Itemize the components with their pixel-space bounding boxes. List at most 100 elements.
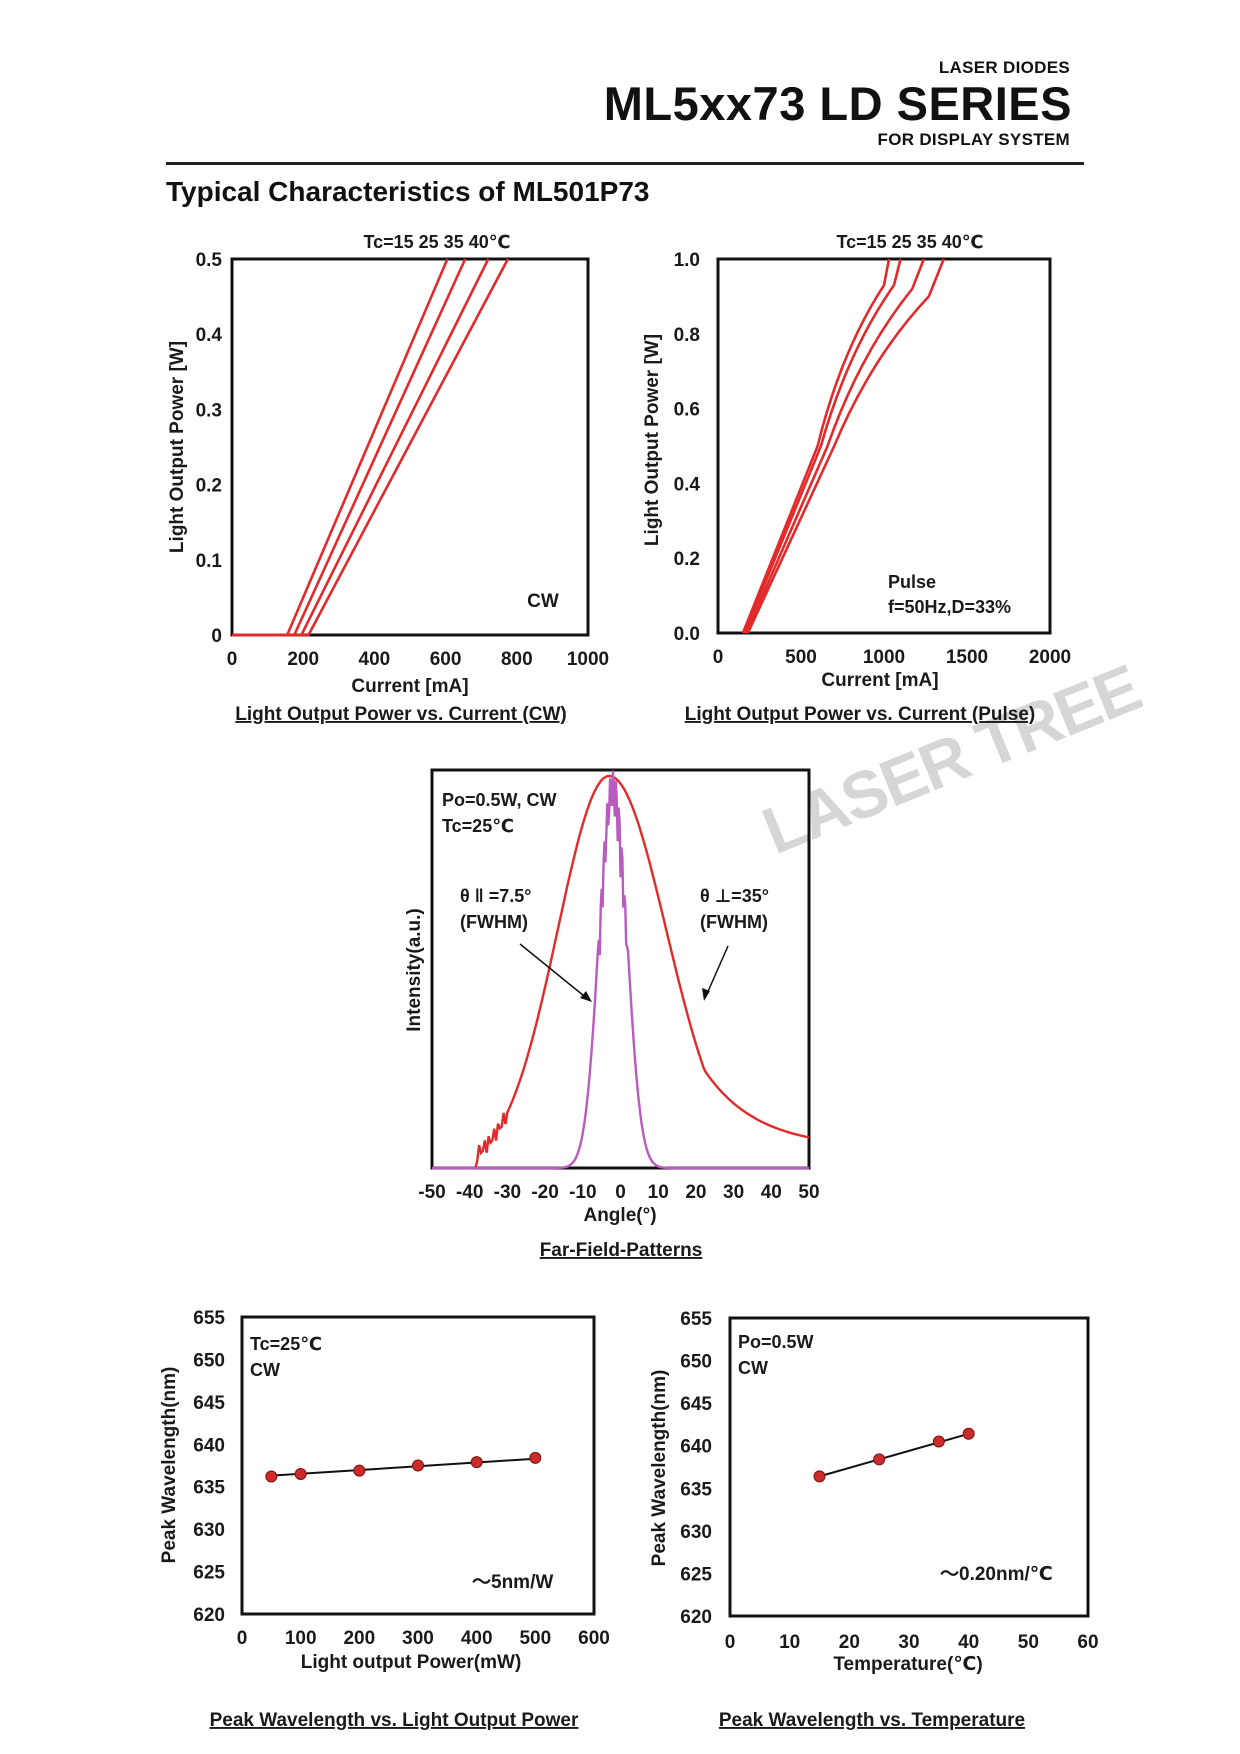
annotation-temps: Tc=15 25 35 40℃: [836, 232, 983, 252]
series-line-40℃: [232, 258, 510, 637]
x-tick-label: 20: [839, 1632, 860, 1653]
y-tick-label: 620: [193, 1605, 225, 1626]
data-point: [470, 1456, 483, 1469]
series-line-15℃: [741, 258, 891, 634]
x-tick-label: 200: [287, 649, 319, 670]
x-tick-label: 100: [285, 1628, 317, 1649]
x-tick-label: 300: [402, 1628, 434, 1649]
x-tick-label: 50: [798, 1182, 819, 1203]
x-tick-label: 20: [685, 1182, 706, 1203]
series-line-25℃: [232, 258, 467, 637]
series-line-parallel: [432, 770, 809, 1170]
annotation-temps: Tc=15 25 35 40℃: [363, 232, 510, 252]
x-tick-label: 30: [723, 1182, 744, 1203]
chart-caption: Light Output Power vs. Current (Pulse): [685, 704, 1035, 725]
plot-frame: [430, 768, 811, 1170]
fit-line: [271, 1457, 536, 1477]
data-point: [932, 1435, 945, 1448]
chart-caption: Peak Wavelength vs. Temperature: [719, 1710, 1025, 1731]
y-tick-label: 640: [680, 1437, 712, 1458]
data-point: [294, 1467, 307, 1480]
x-tick-label: 0: [615, 1182, 626, 1203]
section-title: Typical Characteristics of ML501P73: [166, 176, 650, 207]
y-axis-label: Peak Wavelength(nm): [649, 1370, 670, 1567]
y-tick-label: 0.3: [196, 400, 222, 421]
data-point: [873, 1453, 886, 1466]
data-point: [353, 1464, 366, 1477]
header-category: LASER DIODES: [938, 58, 1070, 77]
y-tick-label: 0: [211, 626, 222, 647]
y-tick-label: 0.2: [196, 476, 222, 497]
x-tick-label: 60: [1077, 1632, 1098, 1653]
x-tick-label: 200: [343, 1628, 375, 1649]
y-tick-label: 0.4: [674, 474, 701, 495]
plot-frame: [728, 1316, 1090, 1618]
y-axis-label: Peak Wavelength(nm): [159, 1367, 180, 1564]
y-tick-label: 1.0: [674, 250, 700, 271]
x-tick-label: 1500: [946, 647, 988, 668]
x-tick-label: 0: [237, 1628, 248, 1649]
x-tick-label: 10: [779, 1632, 800, 1653]
x-axis-label: Temperature(℃): [833, 1654, 982, 1675]
plot-frame: [230, 257, 590, 637]
x-tick-label: 500: [519, 1628, 551, 1649]
y-tick-label: 655: [680, 1309, 712, 1330]
y-tick-label: 625: [680, 1564, 712, 1585]
chart-far-field: -50 -40 -30 -20 -10 0 10 20 30 40 50 Po=0.5W, CW T…: [404, 768, 820, 1261]
y-tick-label: 0.1: [196, 551, 223, 572]
series-line-35℃: [232, 258, 490, 637]
y-axis-label: Intensity(a.u.): [404, 908, 425, 1032]
annotation-perp: θ ⊥=35°: [700, 886, 769, 906]
chart-wavelength-temperature: 0 10 20 30 40 50 60 620 625 630 635 640 645 650 655 Po…: [649, 1309, 1099, 1731]
x-tick-label: 400: [461, 1628, 493, 1649]
x-tick-label: 10: [648, 1182, 669, 1203]
x-axis-label: Current [mA]: [821, 670, 938, 691]
y-tick-label: 620: [680, 1607, 712, 1628]
x-tick-label: 40: [761, 1182, 782, 1203]
arrow-perp: [702, 945, 729, 1001]
annotation-parallel: θ ‖ =7.5°: [460, 886, 531, 906]
y-tick-label: 0.5: [196, 250, 223, 271]
annotation-temp: Tc=25℃: [442, 816, 514, 836]
x-tick-label: -30: [494, 1182, 521, 1203]
chart-li-cw: 0 200 400 600 800 1000 0 0.1 0.2 0.3 0.4 0.5 Tc=15 …: [167, 232, 609, 725]
series-line-25℃: [743, 258, 902, 634]
y-tick-label: 0.0: [674, 624, 700, 645]
x-tick-label: 1000: [567, 649, 609, 670]
x-tick-label: 600: [578, 1628, 610, 1649]
x-axis-label: Light output Power(mW): [301, 1652, 522, 1673]
x-tick-label: 800: [501, 649, 533, 670]
fit-line: [819, 1432, 969, 1478]
y-tick-label: 645: [680, 1394, 712, 1415]
annotation-perp-fwhm: (FWHM): [700, 912, 768, 932]
annotation-cond: Po=0.5W, CW: [442, 790, 557, 810]
x-tick-label: -40: [456, 1182, 483, 1203]
x-tick-label: 0: [725, 1632, 736, 1653]
y-tick-label: 655: [193, 1308, 225, 1329]
x-tick-label: -10: [569, 1182, 596, 1203]
y-axis-label: Light Output Power [W]: [642, 334, 663, 546]
annotation-parallel-fwhm: (FWHM): [460, 912, 528, 932]
data-point: [412, 1459, 424, 1472]
y-tick-label: 630: [193, 1520, 225, 1541]
y-tick-label: 650: [193, 1350, 225, 1371]
x-axis-label: Current [mA]: [351, 676, 468, 697]
annotation-pulse-cond: f=50Hz,D=33%: [888, 597, 1011, 617]
header-series-title: ML5xx73 LD SERIES: [603, 77, 1072, 130]
x-tick-label: -20: [531, 1182, 558, 1203]
series-line-perpendicular: [432, 774, 810, 1170]
x-tick-label: 1000: [863, 647, 905, 668]
y-axis-label: Light Output Power [W]: [167, 341, 188, 553]
header-subtitle: FOR DISPLAY SYSTEM: [877, 130, 1070, 149]
y-tick-label: 640: [193, 1435, 225, 1456]
y-tick-label: 0.2: [674, 549, 700, 570]
x-tick-label: 600: [430, 649, 462, 670]
y-tick-label: 0.8: [674, 325, 700, 346]
y-tick-label: 635: [193, 1478, 225, 1499]
x-tick-label: 0: [227, 649, 238, 670]
annotation-cw: CW: [527, 591, 559, 612]
y-tick-label: 650: [680, 1352, 712, 1373]
y-tick-label: 630: [680, 1522, 712, 1543]
annotation-cond: Po=0.5W: [738, 1332, 814, 1352]
